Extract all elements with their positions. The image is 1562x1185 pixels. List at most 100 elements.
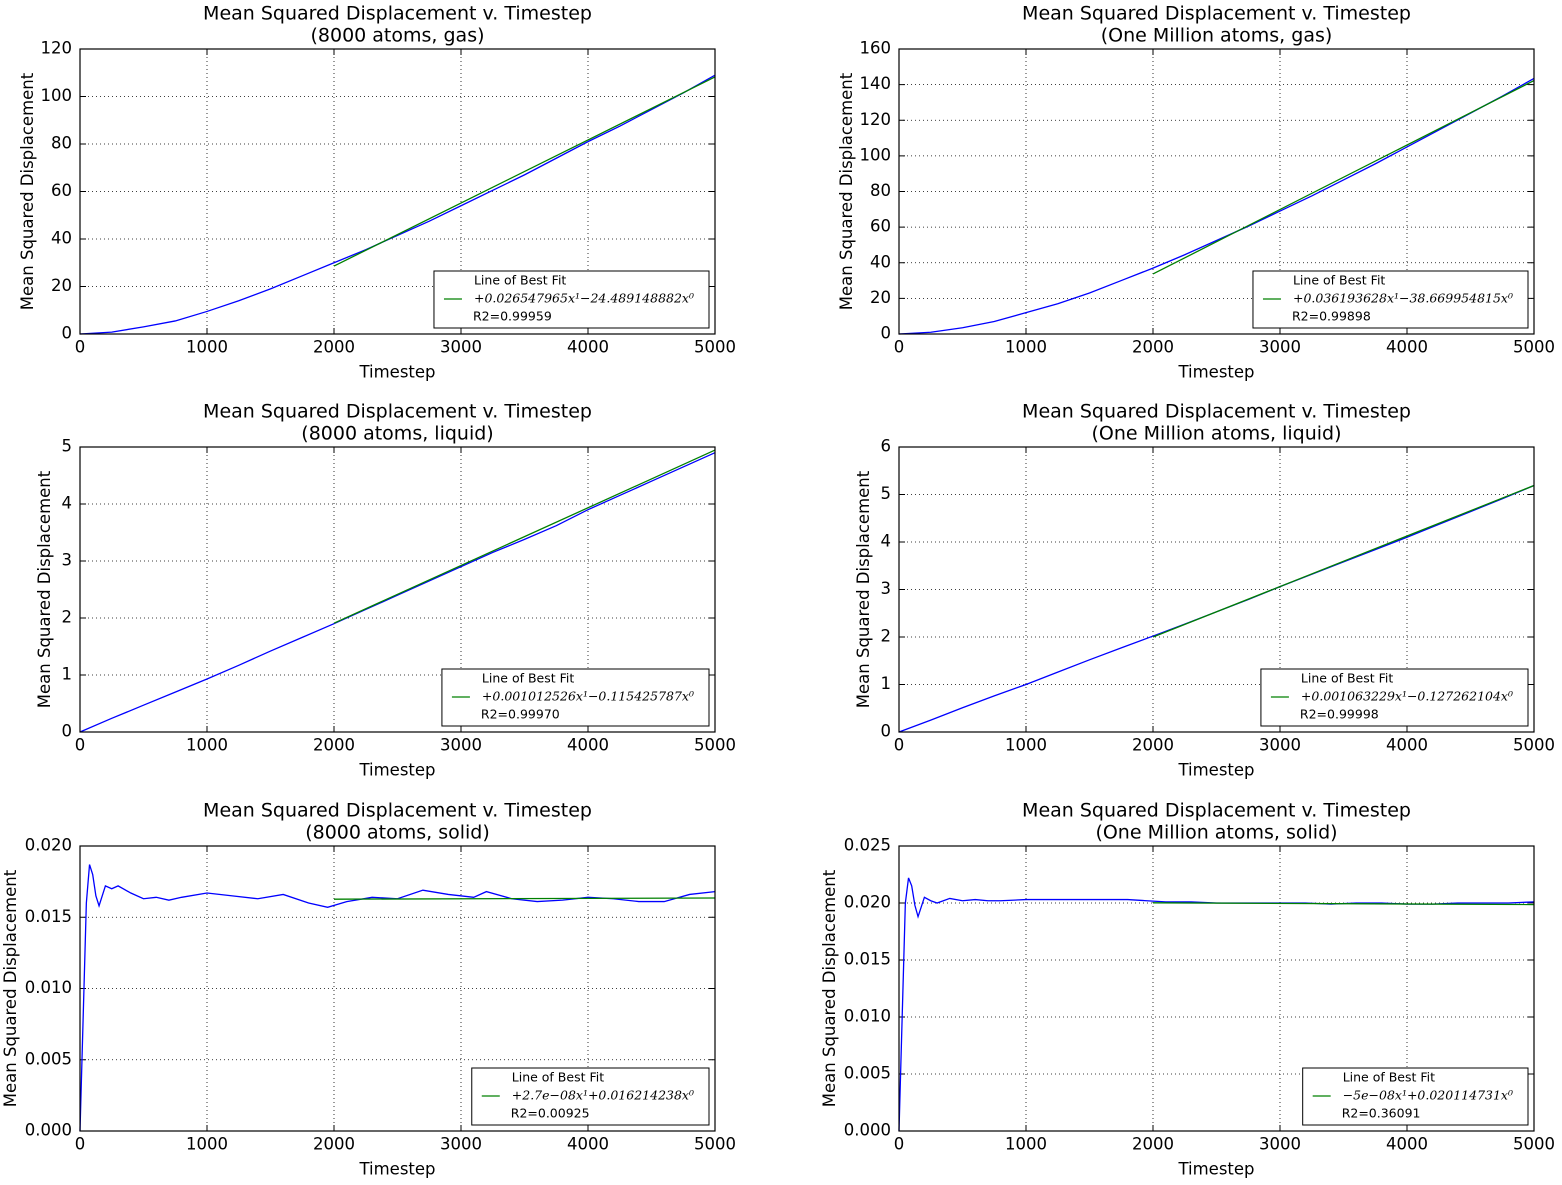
chart-subtitle: (One Million atoms, gas) <box>1101 25 1333 47</box>
y-tick-label: 20 <box>51 276 72 295</box>
y-tick-label: 0.010 <box>25 978 72 997</box>
x-tick-label: 3000 <box>1259 1135 1301 1154</box>
legend-label: +2.7e−08x¹+0.016214238x⁰ <box>512 1088 694 1103</box>
x-tick-label: 2000 <box>313 1135 355 1154</box>
legend-title: Line of Best Fit <box>1293 273 1385 288</box>
plot-frame <box>898 845 1535 1132</box>
chart-title: Mean Squared Displacement v. Timestep <box>203 401 592 423</box>
plot-frame <box>898 48 1535 335</box>
legend-note: R2=0.00925 <box>511 1106 590 1121</box>
y-axis-label: Mean Squared Displacement <box>820 869 839 1107</box>
y-tick-label: 140 <box>860 74 892 93</box>
y-tick-label: 80 <box>870 181 891 200</box>
legend-note: R2=0.99998 <box>1300 707 1379 722</box>
x-tick-label: 0 <box>75 1135 86 1154</box>
y-tick-label: 2 <box>881 627 892 646</box>
legend: Line of Best Fit +0.001012526x¹−0.1154257… <box>441 668 710 727</box>
legend-label: +0.001012526x¹−0.115425787x⁰ <box>482 689 694 704</box>
x-tick-label: 0 <box>894 338 905 357</box>
y-tick-label: 20 <box>870 288 891 307</box>
x-tick-label: 0 <box>75 338 86 357</box>
x-tick-label: 3000 <box>1259 338 1301 357</box>
legend-note: R2=0.99970 <box>481 707 560 722</box>
x-axis-label: Timestep <box>358 1160 435 1179</box>
y-tick-label: 0 <box>881 722 892 741</box>
y-tick-label: 0.020 <box>844 893 891 912</box>
y-tick-label: 0.015 <box>25 907 72 926</box>
y-tick-label: 160 <box>860 39 892 58</box>
legend-title: Line of Best Fit <box>1301 671 1393 686</box>
y-axis-label: Mean Squared Displacement <box>837 72 856 310</box>
x-tick-label: 0 <box>894 736 905 755</box>
x-tick-label: 4000 <box>1386 338 1428 357</box>
y-tick-label: 60 <box>51 181 72 200</box>
y-tick-label: 0 <box>881 324 892 343</box>
y-tick-label: 100 <box>860 145 892 164</box>
y-tick-label: 40 <box>870 252 891 271</box>
x-tick-label: 2000 <box>1132 736 1174 755</box>
x-tick-label: 5000 <box>694 338 736 357</box>
x-tick-label: 4000 <box>567 736 609 755</box>
data-line <box>79 74 716 335</box>
x-axis-label: Timestep <box>1177 363 1254 382</box>
x-tick-label: 4000 <box>567 1135 609 1154</box>
x-tick-label: 4000 <box>567 338 609 357</box>
x-tick-label: 0 <box>75 736 86 755</box>
plot-frame <box>79 446 716 733</box>
x-tick-label: 2000 <box>1132 338 1174 357</box>
x-tick-label: 1000 <box>1005 1135 1047 1154</box>
chart-title: Mean Squared Displacement v. Timestep <box>1022 401 1411 423</box>
legend-label: +0.026547965x¹−24.489148882x⁰ <box>474 291 694 306</box>
legend-label: −5e−08x¹+0.020114731x⁰ <box>1343 1088 1513 1103</box>
y-tick-label: 0.010 <box>844 1007 891 1026</box>
chart-title: Mean Squared Displacement v. Timestep <box>1022 800 1411 822</box>
plot-frame <box>79 845 716 1132</box>
x-axis-label: Timestep <box>358 363 435 382</box>
y-tick-label: 0 <box>62 324 73 343</box>
legend: Line of Best Fit −5e−08x¹+0.020114731x⁰ R2… <box>1302 1067 1529 1126</box>
data-line <box>1152 902 1535 906</box>
chart-title: Mean Squared Displacement v. Timestep <box>203 800 592 822</box>
legend: Line of Best Fit +0.026547965x¹−24.489148… <box>433 270 710 329</box>
y-tick-label: 120 <box>860 110 892 129</box>
chart-subtitle: (One Million atoms, solid) <box>1095 822 1337 844</box>
x-tick-label: 5000 <box>1513 338 1555 357</box>
legend: Line of Best Fit +2.7e−08x¹+0.016214238x⁰… <box>471 1067 710 1126</box>
data-line <box>1152 79 1535 275</box>
x-tick-label: 3000 <box>1259 736 1301 755</box>
legend-box <box>433 270 710 329</box>
legend-label: +0.001063229x¹−0.127262104x⁰ <box>1301 689 1513 704</box>
y-tick-label: 0.000 <box>844 1121 891 1140</box>
legend-box <box>1252 270 1529 329</box>
x-tick-label: 5000 <box>694 736 736 755</box>
legend-note: R2=0.99898 <box>1292 309 1371 324</box>
y-axis-label: Mean Squared Displacement <box>854 470 873 708</box>
legend-note: R2=0.36091 <box>1342 1106 1421 1121</box>
x-tick-label: 5000 <box>1513 1135 1555 1154</box>
y-tick-label: 6 <box>881 437 892 456</box>
y-tick-label: 80 <box>51 134 72 153</box>
legend-box <box>441 668 710 727</box>
y-axis-label: Mean Squared Displacement <box>18 72 37 310</box>
y-tick-label: 3 <box>62 551 73 570</box>
x-tick-label: 5000 <box>1513 736 1555 755</box>
y-tick-label: 0 <box>62 722 73 741</box>
y-tick-label: 3 <box>881 579 892 598</box>
data-line <box>79 864 716 1132</box>
y-tick-label: 4 <box>62 494 73 513</box>
chart-subtitle: (8000 atoms, solid) <box>305 822 490 844</box>
x-tick-label: 3000 <box>440 1135 482 1154</box>
x-tick-label: 1000 <box>1005 338 1047 357</box>
data-line <box>333 897 716 900</box>
legend-box <box>1302 1067 1529 1126</box>
x-tick-label: 4000 <box>1386 1135 1428 1154</box>
chart-subtitle: (One Million atoms, liquid) <box>1092 423 1342 445</box>
x-tick-label: 3000 <box>440 736 482 755</box>
data-line <box>1152 484 1535 638</box>
plot-frame <box>898 446 1535 733</box>
x-axis-label: Timestep <box>358 761 435 780</box>
legend-box <box>1260 668 1529 727</box>
chart-subtitle: (8000 atoms, liquid) <box>301 423 493 445</box>
y-axis-label: Mean Squared Displacement <box>1 869 20 1107</box>
